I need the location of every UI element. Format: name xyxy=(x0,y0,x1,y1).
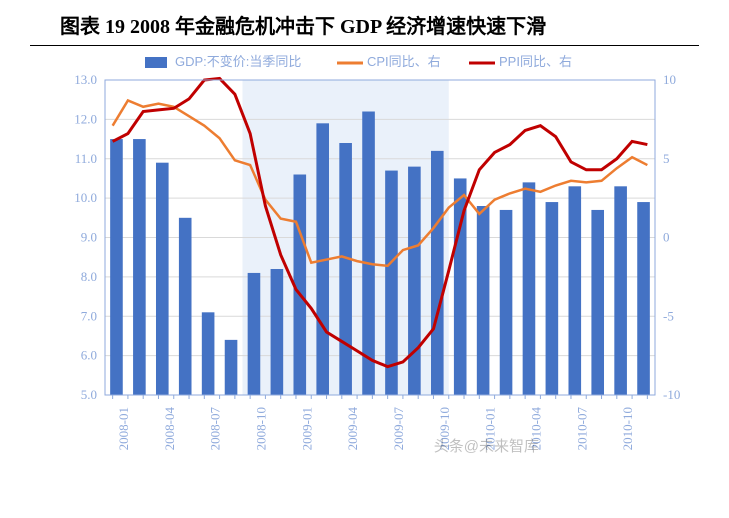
gdp-bar xyxy=(523,182,536,395)
gdp-bar xyxy=(202,312,215,395)
gdp-bar xyxy=(500,210,513,395)
gdp-bar xyxy=(637,202,650,395)
y-left-tick: 7.0 xyxy=(81,308,97,323)
gdp-bar xyxy=(385,171,398,395)
gdp-bar xyxy=(225,340,238,395)
y-right-tick: 0 xyxy=(663,230,670,245)
y-left-tick: 10.0 xyxy=(74,190,97,205)
gdp-bar xyxy=(271,269,284,395)
watermark: 头条@未来智库 xyxy=(434,435,539,456)
x-axis-label: 2008-07 xyxy=(208,407,223,451)
legend-label: PPI同比、右 xyxy=(499,54,572,69)
gdp-bar xyxy=(408,167,421,395)
gdp-bar xyxy=(156,163,169,395)
x-axis-label: 2009-07 xyxy=(391,407,406,451)
chart-title: 图表 19 2008 年金融危机冲击下 GDP 经济增速快速下滑 xyxy=(60,10,669,39)
gdp-bar xyxy=(179,218,192,395)
y-left-tick: 13.0 xyxy=(74,72,97,87)
y-left-tick: 6.0 xyxy=(81,348,97,363)
x-axis-label: 2010-07 xyxy=(574,407,589,451)
x-axis-label: 2008-04 xyxy=(162,407,177,451)
chart-container: 5.0 6.0 7.0 8.0 9.0 10.0 11.0 12.0 13.0 -10 -5 0 5 10… xyxy=(60,50,700,470)
gdp-bar xyxy=(362,112,375,396)
title-bar: 图表 19 2008 年金融危机冲击下 GDP 经济增速快速下滑 xyxy=(30,0,699,46)
y-right-tick: 5 xyxy=(663,151,670,166)
gdp-bar xyxy=(591,210,604,395)
y-left-tick: 11.0 xyxy=(75,151,97,166)
y-left-tick: 5.0 xyxy=(81,387,97,402)
legend-label: GDP:不变价:当季同比 xyxy=(175,54,301,69)
y-left-tick: 8.0 xyxy=(81,269,97,284)
x-axis-label: 2009-04 xyxy=(345,407,360,451)
y-right-tick: 10 xyxy=(663,72,676,87)
chart-svg: 5.0 6.0 7.0 8.0 9.0 10.0 11.0 12.0 13.0 -10 -5 0 5 10… xyxy=(60,50,700,470)
legend-label: CPI同比、右 xyxy=(367,54,441,69)
y-left-tick: 12.0 xyxy=(74,111,97,126)
x-axis-label: 2008-10 xyxy=(253,407,268,450)
y-right-tick: -10 xyxy=(663,387,680,402)
y-right-tick: -5 xyxy=(663,308,674,323)
gdp-bar xyxy=(546,202,559,395)
gdp-bar xyxy=(339,143,352,395)
gdp-bar xyxy=(110,139,123,395)
gdp-bar xyxy=(431,151,444,395)
legend-swatch xyxy=(145,57,167,68)
gdp-bar xyxy=(477,206,490,395)
y-left-tick: 9.0 xyxy=(81,230,97,245)
gdp-bar xyxy=(614,186,627,395)
x-axis-label: 2009-01 xyxy=(299,407,314,450)
gdp-bar xyxy=(133,139,146,395)
x-axis-label: 2008-01 xyxy=(116,407,131,450)
gdp-bar xyxy=(248,273,261,395)
x-axis-label: 2010-10 xyxy=(620,407,635,450)
gdp-bar xyxy=(568,186,581,395)
